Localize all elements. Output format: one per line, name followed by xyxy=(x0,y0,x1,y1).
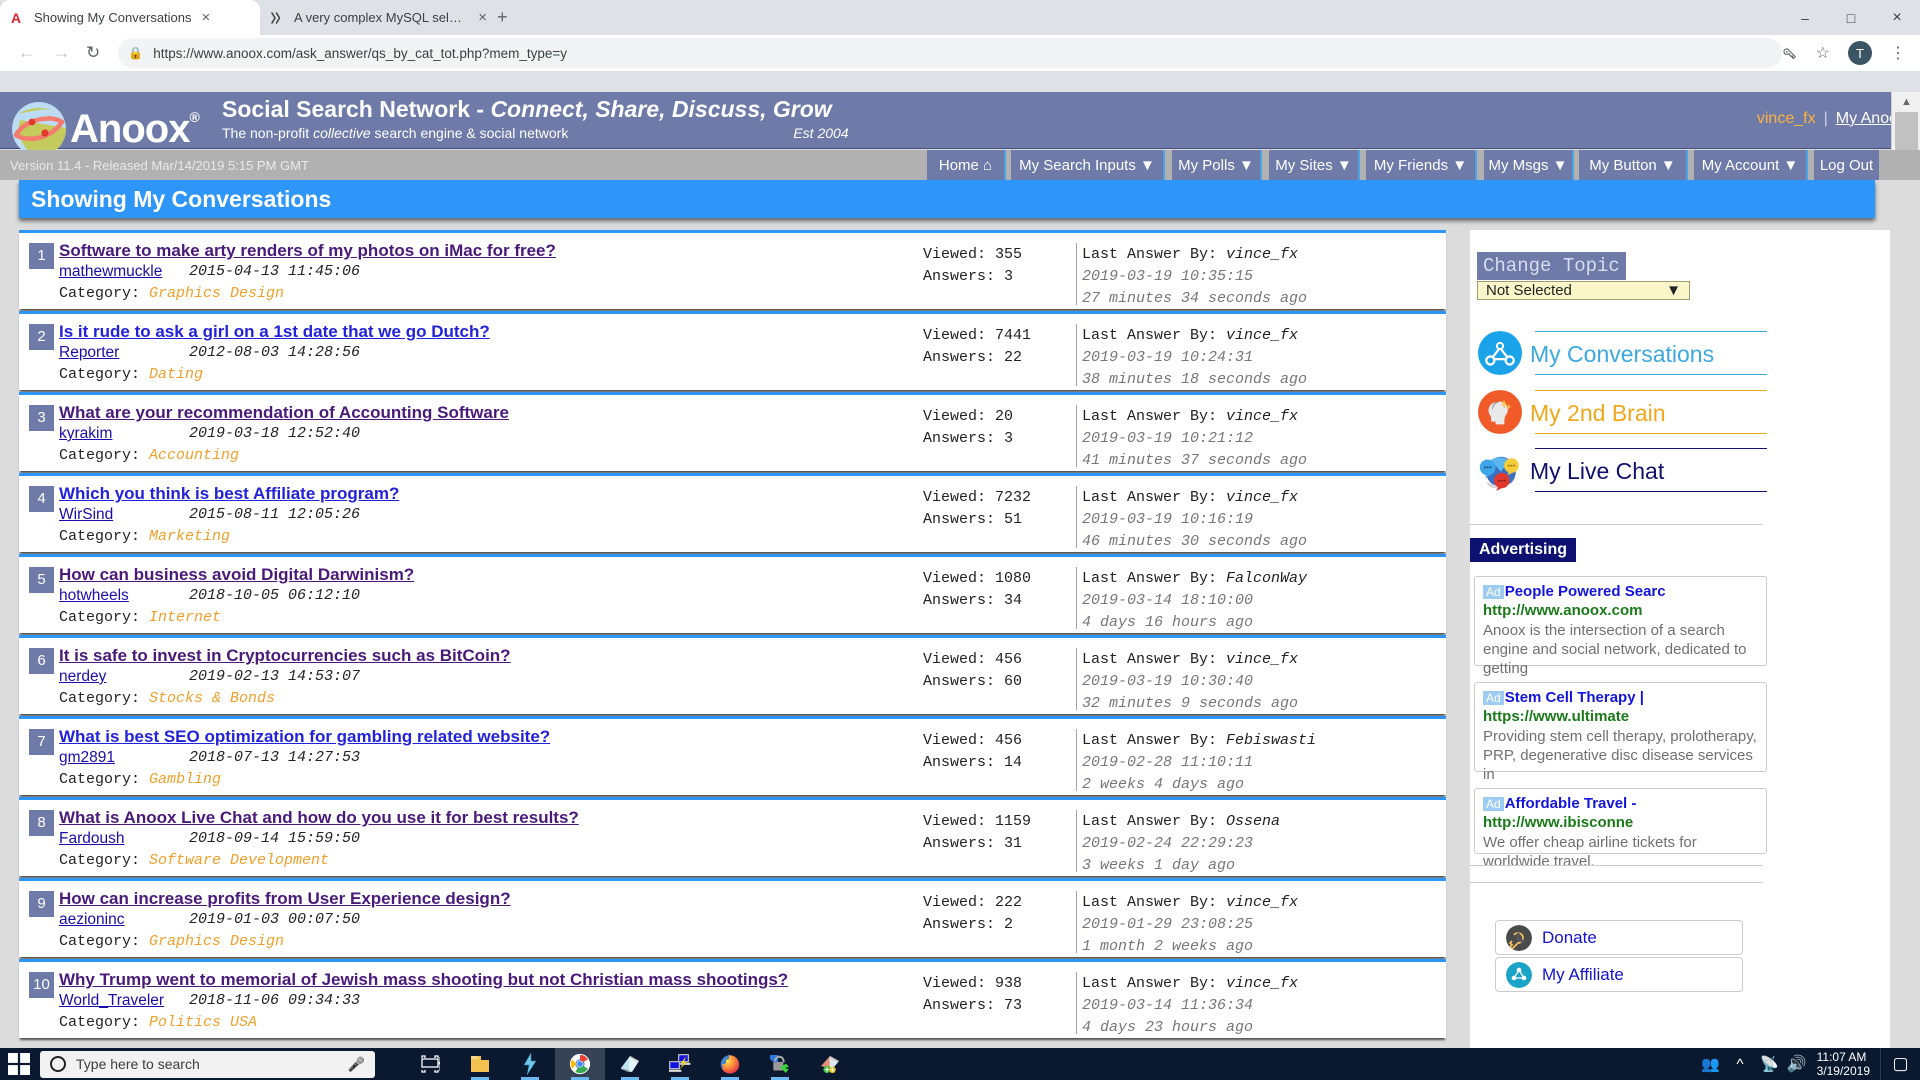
svg-text:A: A xyxy=(11,10,21,26)
